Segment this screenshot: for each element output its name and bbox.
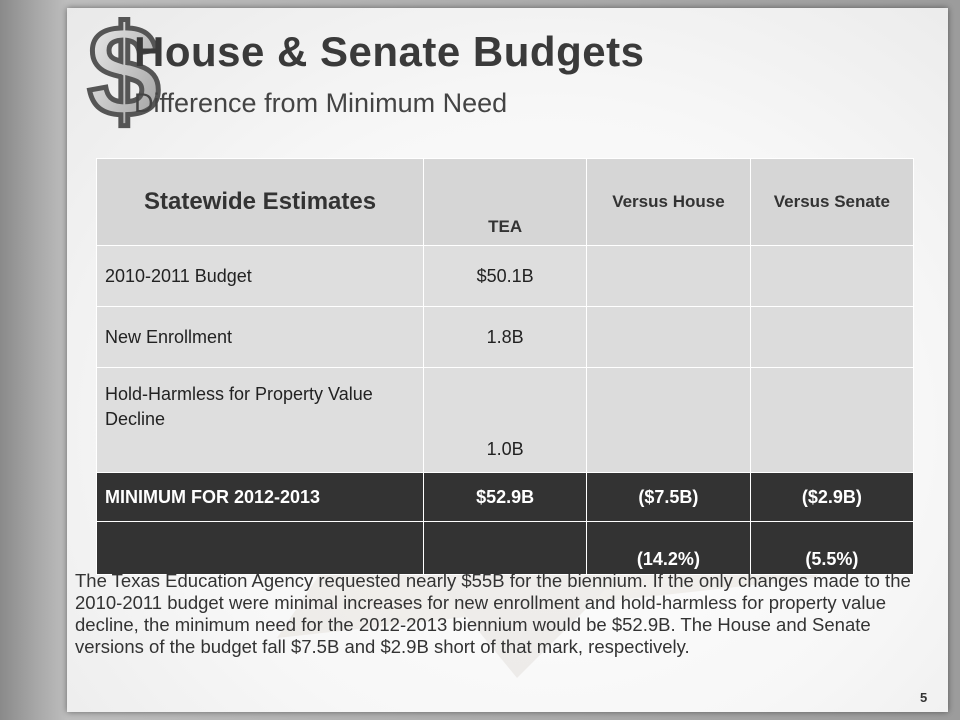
row-house-value [586, 367, 751, 473]
percent-empty-tea [423, 521, 588, 575]
dollar-sign-icon: $ [85, 8, 162, 133]
summary-paragraph: The Texas Education Agency requested nea… [75, 570, 911, 657]
minimum-label: MINIMUM FOR 2012-2013 [95, 472, 425, 522]
row-label: New Enrollment [95, 306, 425, 368]
minimum-house-value: ($7.5B) [586, 472, 751, 522]
minimum-tea-value: $52.9B [423, 472, 588, 522]
row-house-value [586, 306, 751, 368]
header-statewide-estimates: Statewide Estimates [95, 158, 425, 246]
house-percent: (14.2%) [586, 521, 751, 575]
page-number: 5 [920, 690, 928, 705]
minimum-row: MINIMUM FOR 2012-2013 $52.9B ($7.5B) ($2… [95, 472, 915, 522]
row-senate-value [749, 367, 915, 473]
percent-empty-label [95, 521, 425, 575]
row-senate-value [749, 245, 915, 307]
estimates-table: Statewide Estimates TEA Versus House Ver… [95, 158, 915, 575]
table-row: Hold-Harmless for Property Value Decline… [95, 367, 915, 473]
minimum-senate-value: ($2.9B) [749, 472, 915, 522]
row-tea-value: 1.8B [423, 306, 588, 368]
percent-row: (14.2%) (5.5%) [95, 521, 915, 575]
row-tea-value: 1.0B [423, 367, 588, 473]
header-versus-house: Versus House [586, 158, 751, 246]
row-label: Hold-Harmless for Property Value Decline [95, 367, 425, 473]
page-subtitle: Difference from Minimum Need [134, 88, 508, 118]
table-row: New Enrollment 1.8B [95, 306, 915, 368]
row-senate-value [749, 306, 915, 368]
row-tea-value: $50.1B [423, 245, 588, 307]
header-versus-senate: Versus Senate [749, 158, 915, 246]
page-title: House & Senate Budgets [134, 28, 645, 75]
table-row: 2010-2011 Budget $50.1B [95, 245, 915, 307]
svg-text:$: $ [88, 8, 160, 133]
header-tea: TEA [423, 158, 588, 246]
senate-percent: (5.5%) [749, 521, 915, 575]
table-header-row: Statewide Estimates TEA Versus House Ver… [95, 158, 915, 246]
row-house-value [586, 245, 751, 307]
row-label: 2010-2011 Budget [95, 245, 425, 307]
